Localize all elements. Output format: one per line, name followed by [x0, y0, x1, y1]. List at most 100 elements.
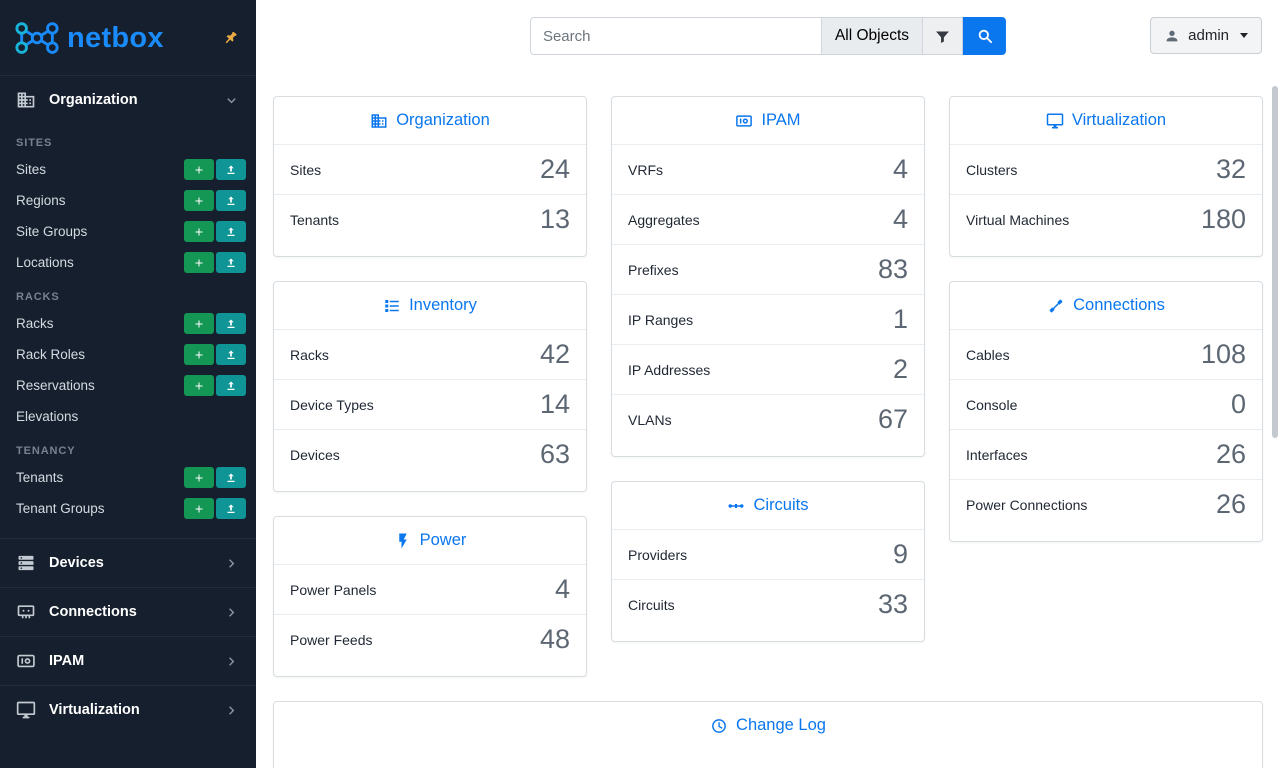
- stat-row-devices[interactable]: Devices 63: [274, 429, 586, 479]
- pin-sidebar-icon[interactable]: [218, 26, 242, 50]
- sidebar-item-locations[interactable]: Locations: [0, 247, 256, 278]
- stat-value: 9: [892, 539, 908, 569]
- stat-row-clusters[interactable]: Clusters 32: [950, 144, 1262, 194]
- card-header-inventory[interactable]: Inventory: [274, 282, 586, 329]
- stat-row-console[interactable]: Console 0: [950, 379, 1262, 429]
- sidebar-group-ipam[interactable]: IPAM: [0, 636, 256, 685]
- add-button[interactable]: [184, 498, 214, 519]
- filter-button[interactable]: [923, 17, 964, 55]
- logo-text[interactable]: netbox: [67, 21, 164, 54]
- card-header-change-log[interactable]: Change Log: [274, 702, 1262, 749]
- organization-icon: [16, 90, 36, 110]
- sidebar-group-devices[interactable]: Devices: [0, 538, 256, 587]
- import-button[interactable]: [216, 190, 246, 211]
- stat-label: Cables: [966, 346, 1010, 363]
- import-button[interactable]: [216, 313, 246, 334]
- stat-row-interfaces[interactable]: Interfaces 26: [950, 429, 1262, 479]
- chevron-right-icon: [223, 702, 240, 719]
- stat-value: 26: [1215, 439, 1246, 469]
- stat-row-device-types[interactable]: Device Types 14: [274, 379, 586, 429]
- card-header-ipam[interactable]: IPAM: [612, 97, 924, 144]
- card-header-virtualization[interactable]: Virtualization: [950, 97, 1262, 144]
- sidebar-item-racks[interactable]: Racks: [0, 308, 256, 339]
- stat-row-prefixes[interactable]: Prefixes 83: [612, 244, 924, 294]
- add-button[interactable]: [184, 221, 214, 242]
- cards-column-1: Organization Sites 24 Tenants 13 Inv: [273, 96, 587, 677]
- cards-column-2: IPAM VRFs 4 Aggregates 4 Prefixes 83: [611, 96, 925, 642]
- stat-row-virtual-machines[interactable]: Virtual Machines 180: [950, 194, 1262, 244]
- stat-label: Power Connections: [966, 496, 1088, 513]
- sidebar-group-connections[interactable]: Connections: [0, 587, 256, 636]
- search-scope-button[interactable]: All Objects: [821, 17, 924, 55]
- sidebar-item-tenants[interactable]: Tenants: [0, 462, 256, 493]
- circuits-icon: [727, 497, 745, 515]
- card-header-power[interactable]: Power: [274, 517, 586, 564]
- card-power: Power Power Panels 4 Power Feeds 48: [273, 516, 587, 677]
- stat-value: 180: [1200, 204, 1246, 234]
- user-label: admin: [1188, 27, 1229, 44]
- import-button[interactable]: [216, 159, 246, 180]
- sidebar-item-reservations[interactable]: Reservations: [0, 370, 256, 401]
- sidebar-nav: Organization SITES Sites Regions Site: [0, 75, 256, 734]
- stat-row-tenants[interactable]: Tenants 13: [274, 194, 586, 244]
- sidebar-item-tenant-groups[interactable]: Tenant Groups: [0, 493, 256, 524]
- card-title: Change Log: [736, 716, 826, 734]
- chevron-right-icon: [223, 653, 240, 670]
- sidebar-item-sites[interactable]: Sites: [0, 154, 256, 185]
- add-button[interactable]: [184, 159, 214, 180]
- chevron-down-icon: [223, 92, 240, 109]
- sidebar-item-label: Rack Roles: [16, 347, 86, 362]
- stat-row-circuits[interactable]: Circuits 33: [612, 579, 924, 629]
- import-button[interactable]: [216, 252, 246, 273]
- sidebar-group-virtualization[interactable]: Virtualization: [0, 685, 256, 734]
- sidebar-item-rack-roles[interactable]: Rack Roles: [0, 339, 256, 370]
- card-connections: Connections Cables 108 Console 0 Interfa…: [949, 281, 1263, 542]
- sidebar-item-regions[interactable]: Regions: [0, 185, 256, 216]
- sidebar-item-elevations[interactable]: Elevations: [0, 401, 256, 432]
- import-button[interactable]: [216, 221, 246, 242]
- netbox-logo-icon[interactable]: [14, 15, 60, 61]
- stat-row-vrfs[interactable]: VRFs 4: [612, 144, 924, 194]
- card-header-organization[interactable]: Organization: [274, 97, 586, 144]
- funnel-icon: [934, 28, 951, 45]
- main-content: All Objects admin Organization: [256, 0, 1280, 768]
- connections-icon: [16, 602, 36, 622]
- stat-row-providers[interactable]: Providers 9: [612, 529, 924, 579]
- add-button[interactable]: [184, 252, 214, 273]
- stat-row-ip-ranges[interactable]: IP Ranges 1: [612, 294, 924, 344]
- user-menu-button[interactable]: admin: [1150, 17, 1262, 54]
- import-button[interactable]: [216, 467, 246, 488]
- add-button[interactable]: [184, 375, 214, 396]
- add-button[interactable]: [184, 190, 214, 211]
- add-button[interactable]: [184, 344, 214, 365]
- caret-down-icon: [1240, 33, 1248, 38]
- stat-label: Sites: [290, 161, 322, 178]
- stat-row-ip-addresses[interactable]: IP Addresses 2: [612, 344, 924, 394]
- add-button[interactable]: [184, 313, 214, 334]
- stat-row-cables[interactable]: Cables 108: [950, 329, 1262, 379]
- stat-row-sites[interactable]: Sites 24: [274, 144, 586, 194]
- import-button[interactable]: [216, 375, 246, 396]
- search-input[interactable]: [529, 17, 822, 55]
- card-body: Racks 42 Device Types 14 Devices 63: [274, 329, 586, 491]
- stat-row-power-panels[interactable]: Power Panels 4: [274, 564, 586, 614]
- stat-row-vlans[interactable]: VLANs 67: [612, 394, 924, 444]
- card-title: Circuits: [753, 496, 809, 514]
- card-header-connections[interactable]: Connections: [950, 282, 1262, 329]
- stat-row-aggregates[interactable]: Aggregates 4: [612, 194, 924, 244]
- card-virtualization: Virtualization Clusters 32 Virtual Machi…: [949, 96, 1263, 257]
- card-header-circuits[interactable]: Circuits: [612, 482, 924, 529]
- search-submit-button[interactable]: [963, 17, 1007, 55]
- import-button[interactable]: [216, 344, 246, 365]
- stat-row-power-connections[interactable]: Power Connections 26: [950, 479, 1262, 529]
- stat-value: 32: [1215, 154, 1246, 184]
- stat-label: Prefixes: [628, 261, 679, 278]
- sidebar-item-label: Site Groups: [16, 224, 88, 239]
- stat-row-power-feeds[interactable]: Power Feeds 48: [274, 614, 586, 664]
- add-button[interactable]: [184, 467, 214, 488]
- sidebar-group-organization[interactable]: Organization: [0, 75, 256, 124]
- sidebar-item-site-groups[interactable]: Site Groups: [0, 216, 256, 247]
- import-button[interactable]: [216, 498, 246, 519]
- page-scrollbar[interactable]: [1272, 86, 1278, 438]
- stat-row-racks[interactable]: Racks 42: [274, 329, 586, 379]
